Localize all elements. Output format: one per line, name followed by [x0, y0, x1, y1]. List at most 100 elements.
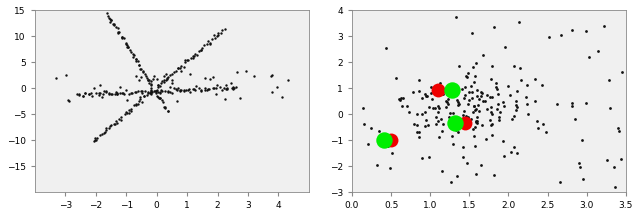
Point [428, 106, 438, 110]
Point [610, 185, 620, 189]
Point [156, 89, 166, 92]
Point [172, 87, 182, 91]
Point [122, 45, 132, 49]
Point [570, 118, 580, 121]
Point [109, 23, 119, 26]
Point [151, 89, 161, 93]
Point [446, 181, 456, 184]
Point [131, 103, 141, 107]
Point [140, 94, 150, 97]
Point [211, 35, 221, 38]
Point [119, 92, 129, 95]
Point [162, 77, 172, 80]
Point [503, 85, 513, 88]
Point [131, 75, 141, 78]
Point [203, 39, 213, 43]
Point [380, 133, 390, 136]
Point [470, 108, 481, 112]
Point [74, 93, 84, 96]
Point [442, 100, 452, 104]
Point [157, 100, 168, 104]
Point [128, 55, 138, 58]
Point [482, 107, 492, 111]
Point [581, 101, 591, 104]
Point [123, 45, 133, 48]
Point [479, 99, 490, 102]
Point [94, 93, 104, 97]
Point [152, 94, 162, 98]
Point [379, 138, 389, 142]
Point [489, 173, 499, 177]
Point [381, 137, 392, 141]
Point [167, 78, 177, 82]
Point [241, 69, 251, 73]
Point [163, 109, 173, 113]
Point [272, 85, 282, 89]
Point [189, 54, 199, 58]
Point [498, 100, 508, 104]
Point [498, 139, 508, 142]
Point [454, 64, 464, 68]
Point [442, 103, 452, 106]
Point [217, 29, 227, 32]
Point [522, 84, 532, 87]
Point [395, 98, 405, 102]
Point [412, 123, 422, 127]
Point [175, 88, 186, 91]
Point [216, 89, 227, 92]
Point [202, 42, 212, 46]
Point [467, 31, 477, 35]
Point [489, 25, 499, 29]
Point [451, 93, 461, 97]
Point [509, 145, 519, 149]
Point [477, 123, 487, 127]
Point [227, 86, 237, 90]
Point [266, 90, 276, 94]
Point [133, 90, 143, 93]
Point [444, 94, 454, 97]
Point [283, 78, 293, 81]
Point [221, 86, 232, 89]
Point [512, 106, 522, 109]
Point [445, 120, 455, 124]
Point [378, 138, 388, 141]
Point [208, 87, 218, 90]
Point [461, 75, 472, 78]
Point [458, 113, 468, 117]
Point [140, 72, 150, 76]
Point [116, 35, 127, 39]
Point [146, 82, 156, 85]
Point [468, 104, 479, 108]
Point [452, 174, 462, 178]
Point [114, 30, 124, 34]
Point [159, 80, 170, 84]
Point [106, 19, 116, 22]
Point [137, 91, 147, 95]
Point [228, 87, 239, 90]
Point [199, 44, 209, 47]
Point [200, 87, 210, 90]
Point [450, 121, 460, 124]
Point [439, 89, 449, 93]
Point [544, 36, 554, 39]
Point [214, 85, 225, 89]
Point [134, 63, 145, 67]
Point [458, 155, 468, 159]
Point [205, 43, 215, 46]
Point [95, 2, 106, 6]
Point [146, 80, 156, 83]
Point [92, 136, 102, 140]
Point [232, 70, 243, 74]
Point [161, 72, 172, 75]
Point [159, 75, 169, 78]
Point [120, 42, 131, 46]
Point [363, 142, 373, 146]
Point [113, 30, 124, 33]
Point [126, 109, 136, 113]
Point [105, 17, 115, 20]
Point [228, 87, 239, 90]
Point [478, 53, 488, 57]
Point [63, 99, 74, 103]
Point [87, 95, 97, 98]
Point [167, 72, 177, 75]
